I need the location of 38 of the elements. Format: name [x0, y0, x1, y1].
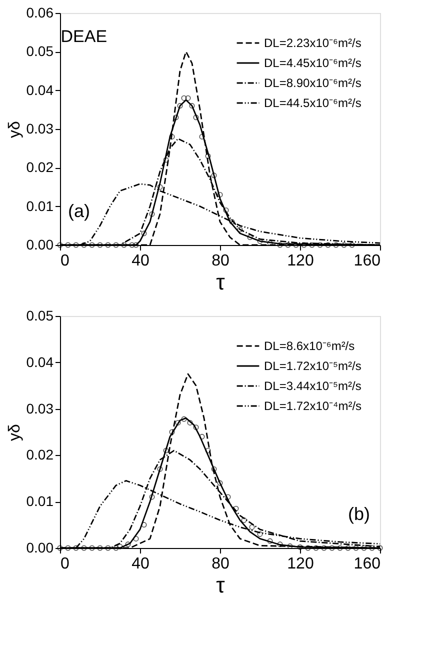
legend-label: DL=44.5x10⁻⁶m²/s — [264, 96, 362, 110]
y-tick-label: 0.05 — [26, 308, 54, 324]
y-axis-title: yδ — [6, 424, 24, 441]
x-axis-title: τ — [216, 270, 226, 294]
x-tick-label: 40 — [132, 556, 150, 572]
y-tick-label: 0.03 — [26, 400, 54, 416]
y-tick-label: 0.04 — [26, 82, 54, 98]
x-axis-title: τ — [216, 572, 226, 598]
y-tick-label: 0.06 — [26, 4, 54, 20]
x-tick-label: 160 — [354, 252, 381, 270]
text: DEAE — [60, 27, 108, 46]
y-tick-label: 0.02 — [26, 159, 54, 176]
legend-label: DL=3.44x10⁻⁵m²/s — [264, 379, 362, 393]
legend-label: DL=1.72x10⁻⁵m²/s — [264, 359, 362, 373]
y-tick-label: 0.02 — [26, 446, 54, 463]
y-tick-label: 0.01 — [26, 198, 54, 214]
y-tick-label: 0.00 — [26, 540, 54, 556]
legend-label: DL=8.6x10⁻⁶m²/s — [264, 339, 355, 353]
x-tick-label: 120 — [287, 252, 314, 270]
y-tick-label: 0.03 — [26, 120, 54, 136]
x-tick-label: 0 — [60, 252, 70, 270]
legend-label: DL=2.23x10⁻⁶m²/s — [264, 36, 362, 50]
x-tick-label: 80 — [212, 556, 230, 572]
y-tick-label: 0.01 — [26, 493, 54, 510]
legend-label: DL=8.90x10⁻⁶m²/s — [264, 76, 362, 90]
y-tick-label: 0.00 — [26, 236, 54, 252]
x-tick-label: 40 — [132, 252, 150, 270]
x-tick-label: 160 — [354, 556, 381, 572]
annotation: (b) — [348, 504, 370, 524]
x-tick-label: 80 — [212, 252, 230, 270]
x-tick-label: 120 — [287, 556, 314, 572]
y-tick-label: 0.04 — [26, 354, 54, 370]
annotation: (a) — [68, 201, 90, 221]
x-tick-label: 0 — [60, 556, 70, 572]
legend-label: DL=4.45x10⁻⁶m²/s — [264, 56, 362, 70]
legend-label: DL=1.72x10⁻⁴m²/s — [264, 399, 362, 413]
y-axis-title: yδ — [6, 120, 24, 138]
y-tick-label: 0.05 — [26, 43, 54, 60]
